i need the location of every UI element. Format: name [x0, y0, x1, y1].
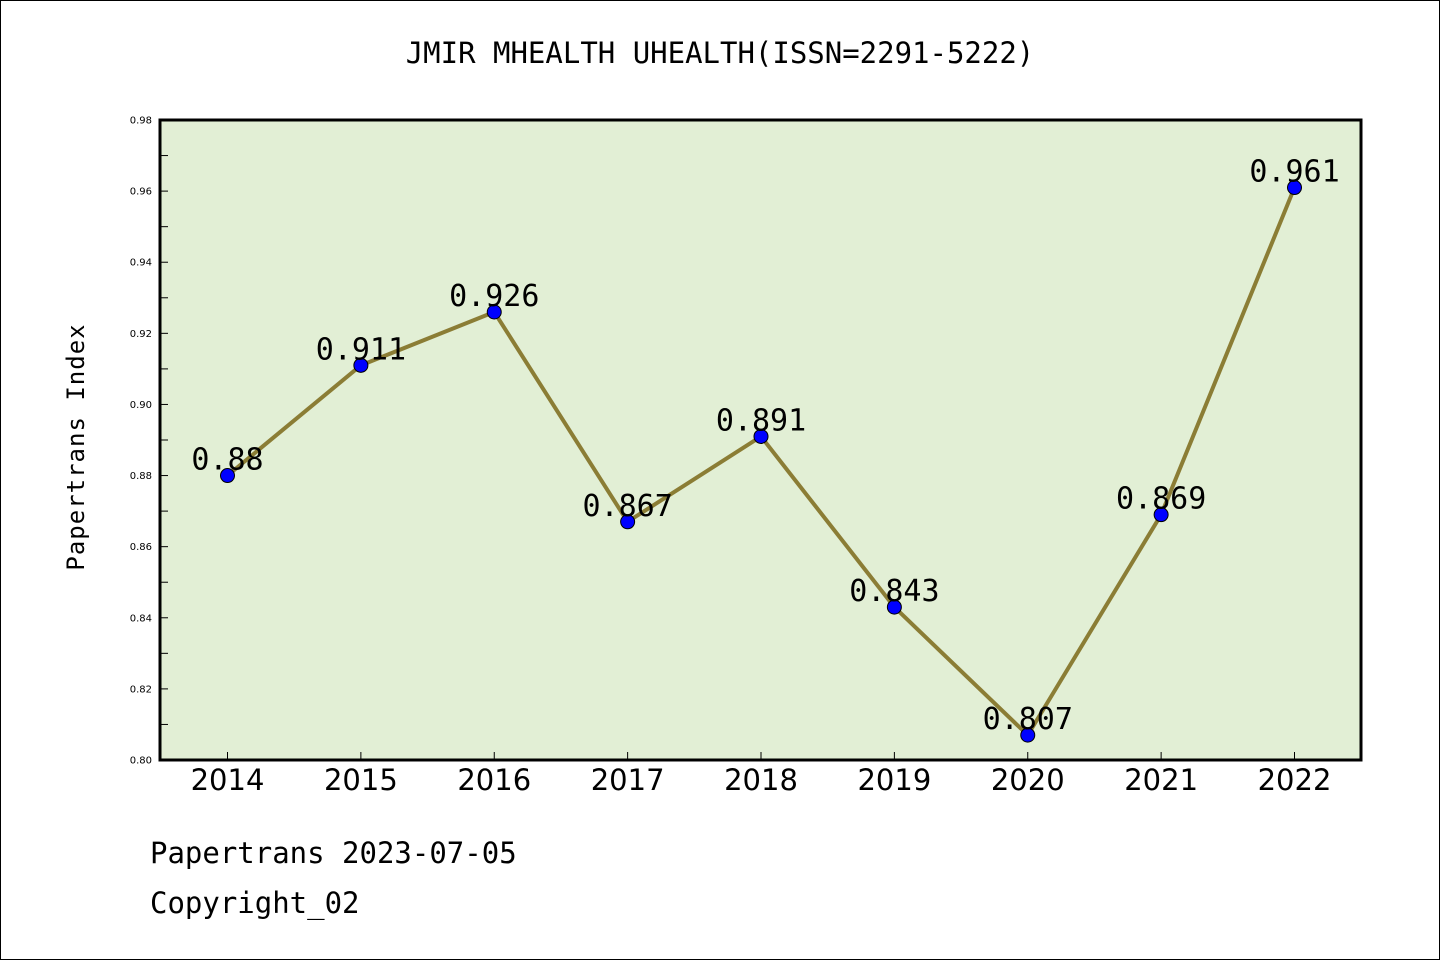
data-point	[753, 428, 769, 444]
y-tick-label: 0.80	[130, 756, 152, 767]
x-tick-label: 2018	[724, 763, 798, 797]
x-tick-label: 2016	[457, 763, 531, 797]
y-tick-label: 0.94	[130, 258, 152, 269]
y-tick-label: 0.92	[130, 329, 152, 340]
data-label: 0.911	[316, 332, 406, 367]
data-label: 0.961	[1249, 155, 1339, 190]
x-tick-label: 2014	[191, 763, 265, 797]
data-label: 0.88	[191, 443, 263, 478]
y-tick-label: 0.96	[130, 187, 152, 198]
x-tick-label: 2022	[1258, 763, 1332, 797]
data-label: 0.891	[716, 403, 806, 438]
y-tick-label: 0.90	[130, 400, 152, 411]
footer-date: Papertrans 2023-07-05	[150, 836, 517, 870]
data-point	[486, 304, 502, 320]
data-label: 0.869	[1116, 482, 1206, 517]
data-point	[1020, 727, 1036, 743]
chart-title: JMIR MHEALTH UHEALTH(ISSN=2291-5222)	[405, 36, 1035, 70]
x-tick-label: 2019	[857, 763, 931, 797]
data-point	[220, 468, 235, 484]
y-tick-label: 0.84	[130, 613, 152, 624]
y-tick-label: 0.88	[130, 471, 152, 482]
data-label: 0.843	[849, 574, 939, 609]
footer-copyright: Copyright_02	[150, 886, 360, 920]
data-point	[353, 357, 369, 373]
y-tick-label: 0.86	[130, 542, 152, 553]
y-tick-label: 0.82	[130, 684, 152, 695]
x-tick-label: 2017	[591, 763, 665, 797]
x-tick-label: 2020	[991, 763, 1065, 797]
y-tick-label: 0.98	[130, 116, 152, 127]
data-label: 0.867	[582, 489, 672, 524]
data-label: 0.926	[449, 279, 539, 314]
data-point	[886, 599, 902, 615]
data-label: 0.807	[983, 702, 1073, 737]
data-point	[620, 514, 636, 530]
x-tick-label: 2021	[1124, 763, 1198, 797]
data-point	[1287, 180, 1302, 196]
data-point	[1153, 507, 1169, 523]
x-tick-label: 2015	[324, 763, 398, 797]
